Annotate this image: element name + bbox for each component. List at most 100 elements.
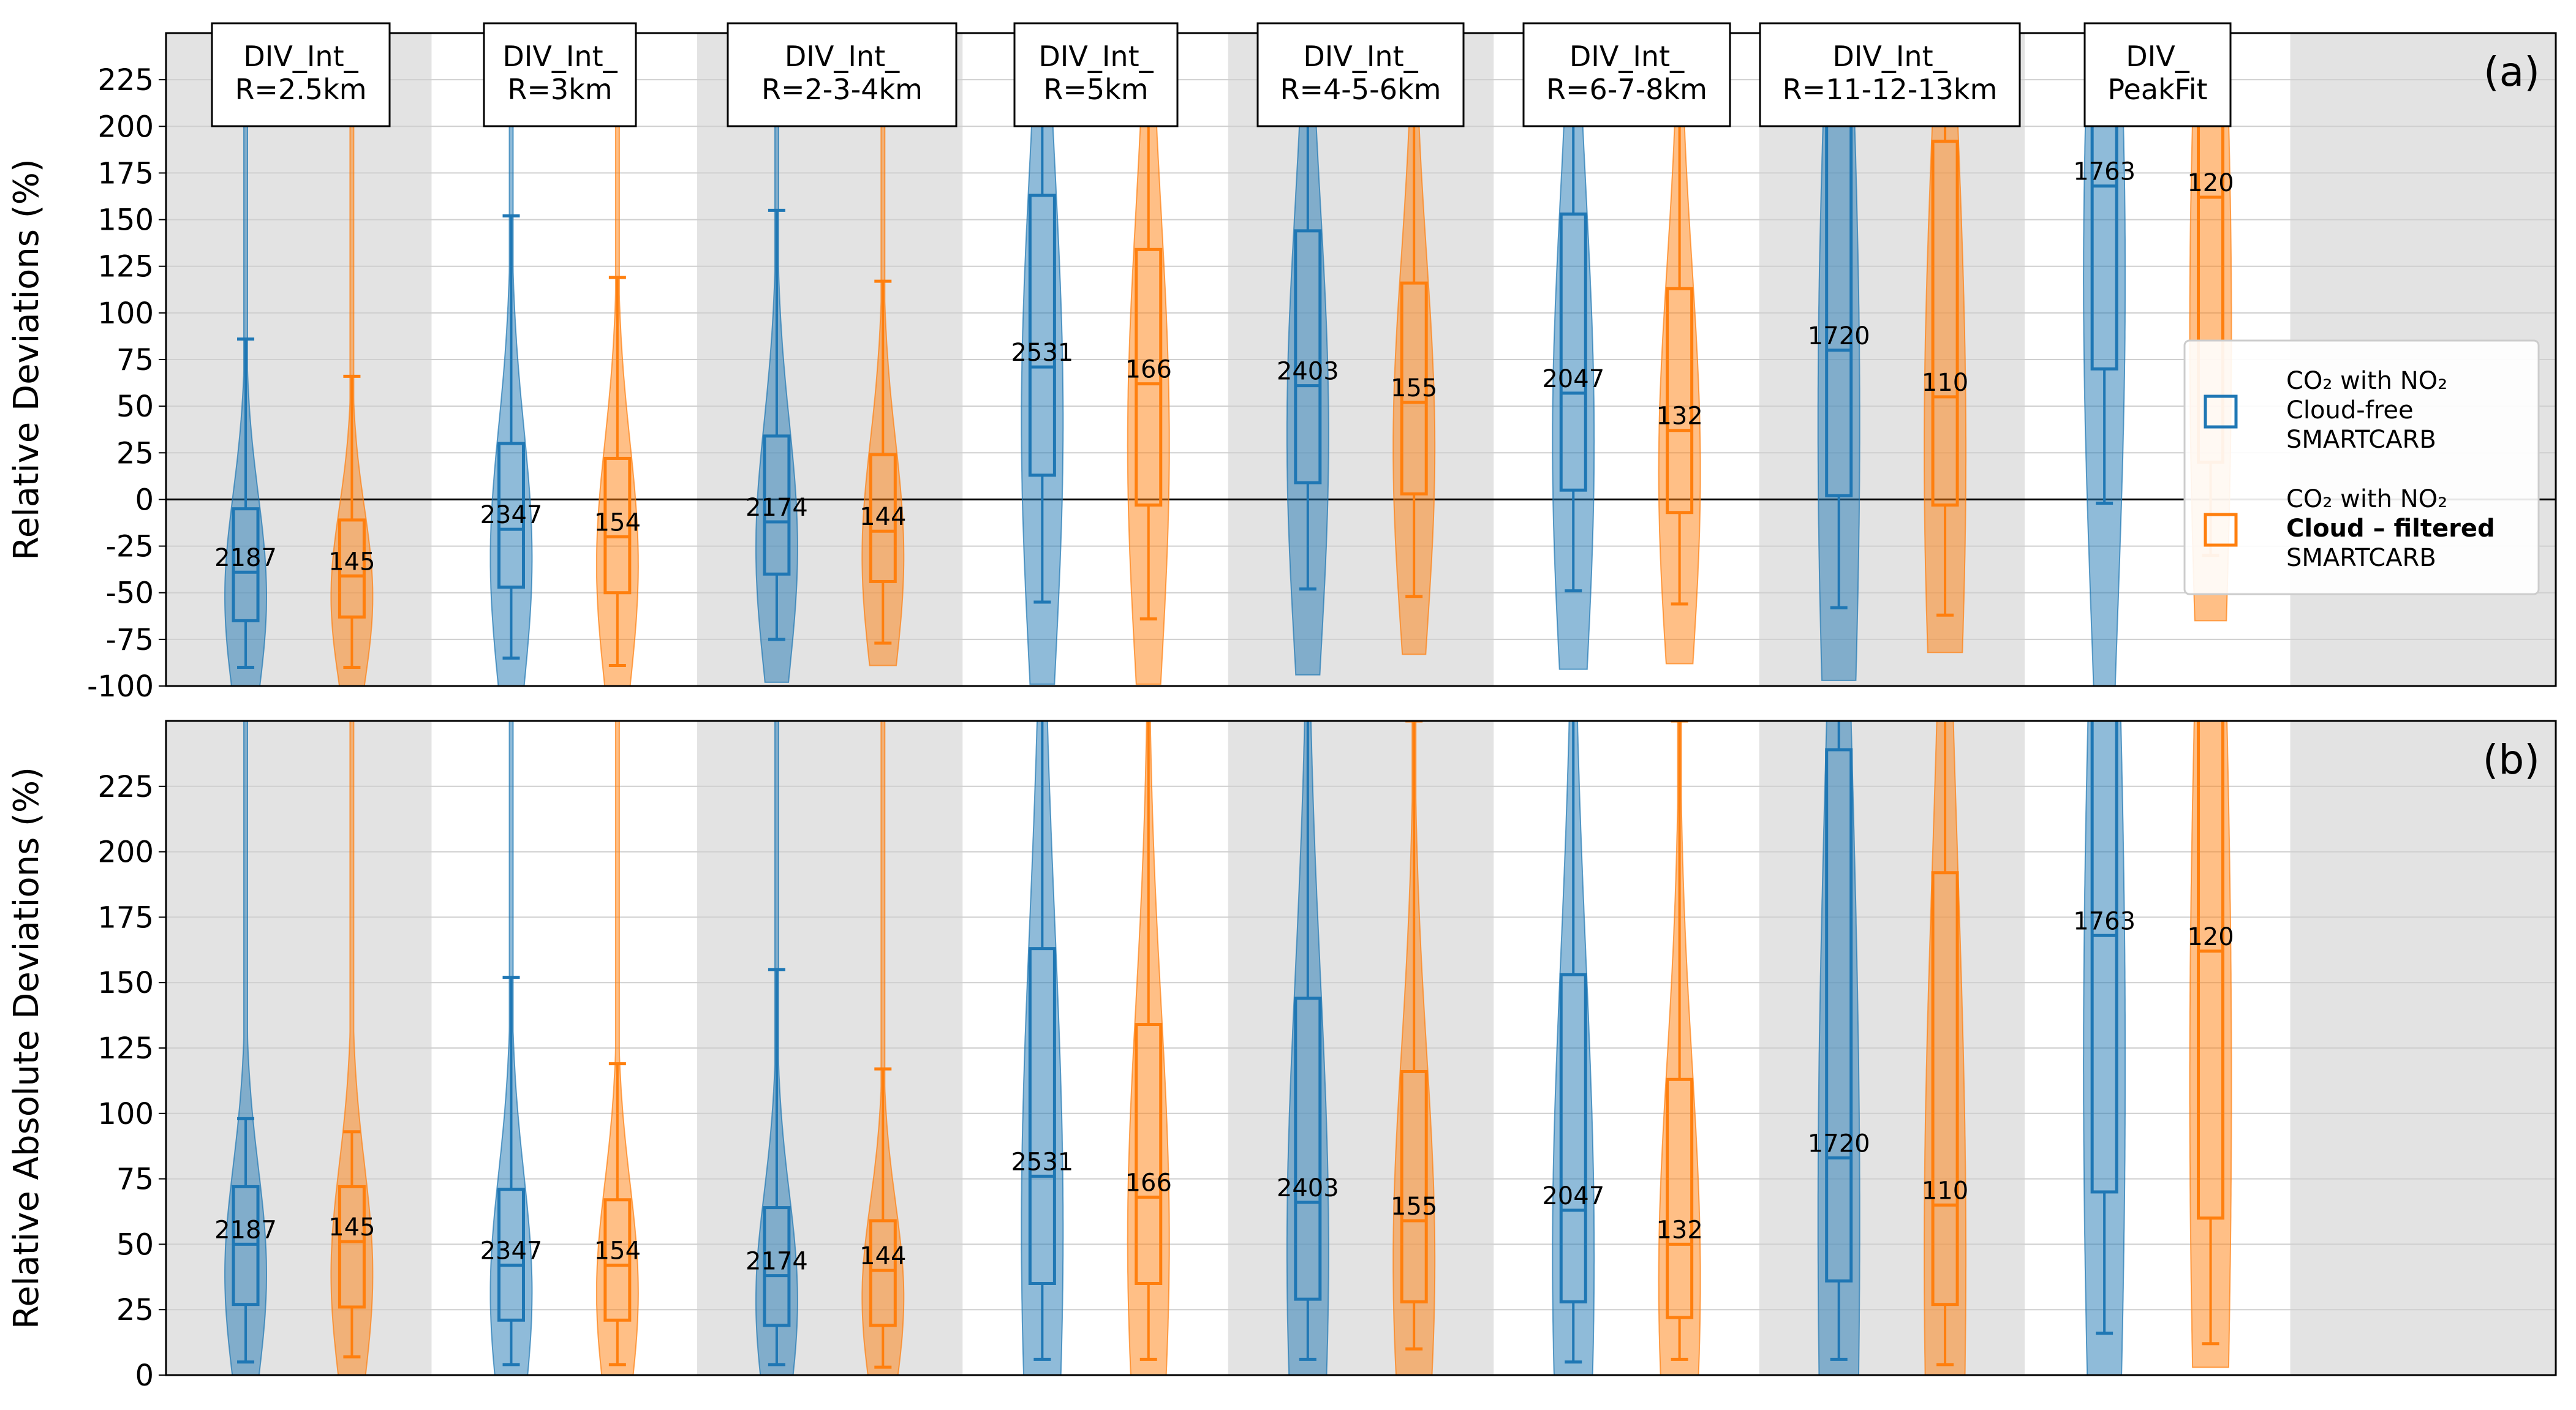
legend-frame: [2183, 339, 2540, 595]
category-label-line2: R=2-3-4km: [761, 73, 923, 106]
count-label: 2403: [1277, 1174, 1339, 1202]
violin-cloud_filtered: [1127, 721, 1170, 1375]
violin-group-cloud_free: [489, 721, 533, 1375]
category-box: [1522, 22, 1731, 127]
y-tick-label: 125: [97, 1031, 154, 1066]
violin-group-cloud_filtered: [861, 721, 905, 1375]
count-label: 2047: [1542, 365, 1604, 393]
violin-cloud_filtered: [595, 721, 639, 1375]
count-label: 110: [1922, 1177, 1968, 1205]
y-tick-label: -50: [106, 576, 154, 611]
category-label-line1: DIV_Int_: [243, 40, 358, 73]
box-cloud_free: [2090, 721, 2118, 1194]
violin-group-cloud_free: [1552, 721, 1595, 1375]
box-cloud_filtered: [869, 1219, 897, 1327]
category-label-line2: R=2.5km: [235, 73, 366, 106]
legend-line2: Cloud – filtered: [2286, 515, 2495, 543]
y-axis-label: Relative Deviations (%): [7, 159, 47, 560]
violin-cloud_filtered: [1924, 33, 1967, 654]
count-label: 155: [1391, 1193, 1437, 1221]
y-tick-label: 75: [116, 1163, 154, 1197]
box-cloud_free: [1825, 748, 1853, 1283]
count-label: 144: [859, 503, 906, 531]
category-box: [1759, 22, 2021, 127]
legend-line3: SMARTCARB: [2286, 426, 2436, 454]
count-label: 2174: [746, 494, 808, 522]
box-cloud_free: [497, 1188, 525, 1322]
violin-group-cloud_filtered: [330, 33, 374, 686]
box-cloud_free: [763, 1206, 791, 1327]
category-box: [211, 22, 391, 127]
count-label: 144: [859, 1242, 906, 1270]
y-tick-label: 125: [97, 250, 154, 284]
count-label: 2174: [746, 1248, 808, 1276]
violin-cloud_filtered: [1392, 33, 1436, 655]
legend-swatch: [2204, 513, 2238, 547]
box-cloud_filtered: [1931, 871, 1959, 1306]
y-tick-label: 25: [116, 1293, 154, 1327]
y-tick-label: 75: [116, 343, 154, 377]
count-label: 166: [1125, 1169, 1172, 1197]
violin-group-cloud_filtered: [1658, 721, 1701, 1375]
violin-cloud_filtered: [2189, 721, 2232, 1368]
y-tick-label: 100: [97, 1097, 154, 1131]
violin-group-cloud_filtered: [1127, 33, 1170, 685]
category-label-line1: DIV_Int_: [1038, 40, 1154, 73]
violin-group-cloud_filtered: [595, 721, 639, 1375]
box-cloud_filtered: [1400, 1069, 1428, 1303]
y-tick-label: 175: [97, 156, 154, 190]
violin-group-cloud_filtered: [861, 33, 905, 666]
count-label: 1720: [1808, 1129, 1870, 1158]
violin-cloud_free: [2083, 33, 2126, 686]
violin-cloud_free: [2083, 721, 2126, 1375]
count-label: 154: [594, 1237, 641, 1265]
count-label: 1763: [2073, 158, 2136, 186]
violin-group-cloud_free: [755, 33, 798, 683]
category-box: [1256, 22, 1465, 127]
category-label-line1: DIV_Int_: [1303, 40, 1418, 73]
count-label: 2347: [480, 501, 543, 529]
count-label: 145: [328, 1213, 375, 1242]
box-cloud_filtered: [1666, 1077, 1694, 1319]
violin-group-cloud_filtered: [1392, 33, 1436, 655]
violin-group-cloud_filtered: [2189, 721, 2232, 1368]
violin-cloud_free: [1286, 33, 1329, 676]
violin-group-cloud_free: [2083, 721, 2126, 1375]
y-tick-label: 0: [135, 1359, 154, 1393]
box-cloud_filtered: [1135, 247, 1163, 507]
count-label: 2187: [214, 544, 277, 572]
violin-cloud_filtered: [330, 33, 374, 686]
box-cloud_free: [497, 442, 525, 589]
box-cloud_free: [2090, 33, 2118, 371]
violin-group-cloud_filtered: [1924, 721, 1967, 1375]
panel-b: 0 25 50 75 100 125 150 175 200 225 Relative Absolu…: [7, 720, 2557, 1393]
y-tick-label: 0: [135, 483, 154, 517]
violin-cloud_free: [1817, 33, 1860, 681]
violin-cloud_filtered: [1658, 33, 1701, 665]
violin-cloud_filtered: [330, 721, 374, 1375]
violin-group-cloud_free: [1817, 721, 1860, 1375]
count-label: 2403: [1277, 358, 1339, 386]
violin-cloud_free: [1817, 721, 1860, 1375]
violin-cloud_filtered: [861, 721, 905, 1375]
box-cloud_filtered: [1666, 287, 1694, 515]
box-cloud_filtered: [603, 1198, 632, 1322]
count-label: 120: [2187, 923, 2234, 951]
y-tick-label: 175: [97, 900, 154, 935]
count-label: 120: [2187, 169, 2234, 197]
box-cloud_free: [232, 507, 260, 622]
panel-label: (a): [2483, 48, 2540, 96]
violin-group-cloud_free: [1021, 721, 1064, 1375]
category-box: [1013, 22, 1179, 127]
category-box: [483, 22, 637, 127]
legend-line1: CO₂ with NO₂: [2286, 367, 2447, 395]
count-label: 2047: [1542, 1182, 1604, 1210]
violin-cloud_free: [1021, 721, 1064, 1375]
box-cloud_free: [763, 434, 791, 576]
violin-group-cloud_free: [1286, 33, 1329, 676]
count-label: 2531: [1011, 339, 1073, 367]
y-tick-label: 150: [97, 203, 154, 238]
box-cloud_free: [1294, 997, 1322, 1301]
